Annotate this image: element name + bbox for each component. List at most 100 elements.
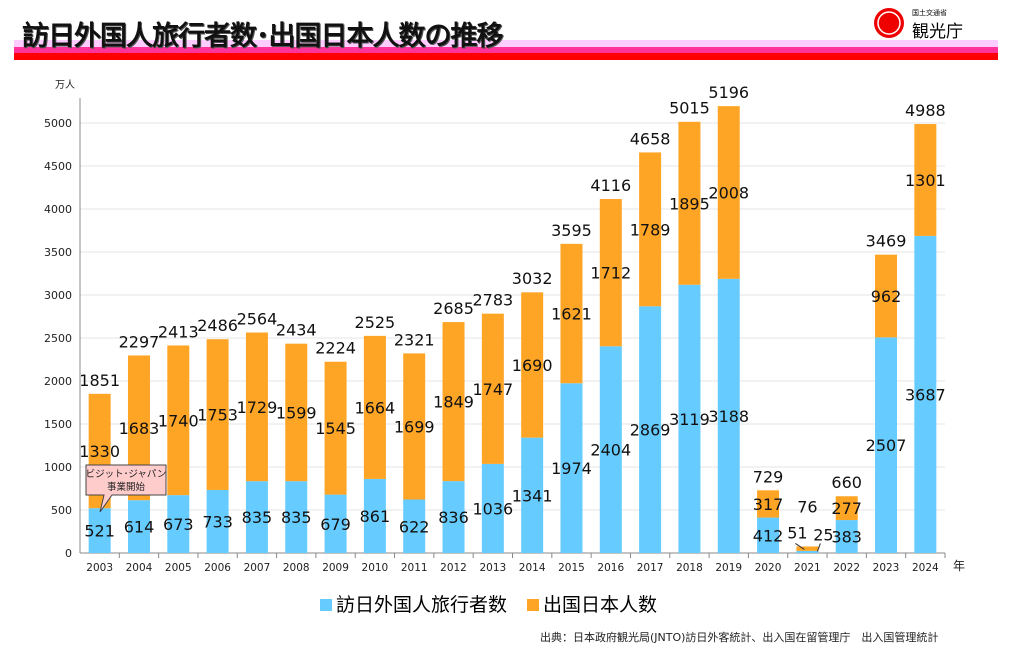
x-tick-label: 2019 <box>715 562 742 574</box>
bar-outbound <box>363 335 386 479</box>
x-tick-label: 2015 <box>558 562 585 574</box>
label-total: 4658 <box>630 129 671 148</box>
label-outbound: 2008 <box>708 183 749 202</box>
label-inbound: 673 <box>163 515 194 534</box>
bar-inbound <box>442 481 465 553</box>
label-inbound: 614 <box>124 518 155 537</box>
label-inbound: 25 <box>813 525 833 544</box>
label-outbound: 1740 <box>158 411 199 430</box>
bar-outbound <box>639 152 662 307</box>
bar-inbound <box>481 463 504 553</box>
x-tick-label: 2010 <box>362 562 389 574</box>
label-outbound: 1753 <box>197 406 238 425</box>
y-tick-label: 5000 <box>44 117 72 130</box>
label-inbound: 861 <box>360 507 391 526</box>
legend-inbound: 訪日外国人旅行者数 <box>320 590 507 617</box>
bar-inbound <box>757 517 780 553</box>
label-inbound: 836 <box>438 508 469 527</box>
label-inbound: 2404 <box>590 441 631 460</box>
title-band-red <box>14 53 998 60</box>
x-tick-label: 2005 <box>165 562 192 574</box>
y-tick-label: 4500 <box>44 160 72 173</box>
y-tick-label: 1000 <box>44 461 72 474</box>
bar-inbound <box>167 495 190 553</box>
x-tick-label: 2020 <box>755 562 782 574</box>
bar-outbound <box>442 322 465 482</box>
label-outbound: 1747 <box>472 380 513 399</box>
bar-inbound <box>914 235 937 553</box>
label-inbound: 3687 <box>905 385 946 404</box>
bar-inbound <box>88 508 111 553</box>
legend-swatch-outbound <box>527 599 540 611</box>
label-outbound: 1712 <box>590 264 631 283</box>
label-inbound: 733 <box>202 512 233 531</box>
bar-outbound <box>835 496 858 521</box>
bar-inbound <box>206 489 229 553</box>
x-tick-label: 2008 <box>283 562 310 574</box>
label-total: 3469 <box>866 232 907 251</box>
bar-inbound <box>403 499 426 553</box>
annotation-text: 事業開始 <box>107 481 146 493</box>
bar-outbound <box>757 490 780 518</box>
label-inbound: 412 <box>753 526 784 545</box>
label-total: 2413 <box>158 322 199 341</box>
page-title: 訪日外国人旅行者数･出国日本人数の推移 <box>22 21 503 52</box>
label-outbound: 1664 <box>355 398 396 417</box>
label-outbound: 1330 <box>79 442 120 461</box>
source-note: 出典：日本政府観光局(JNTO)訪日外客統計、出入国在留管理庁 出入国管理統計 <box>540 631 939 644</box>
label-total: 2224 <box>315 339 356 358</box>
label-outbound: 1683 <box>119 419 160 438</box>
label-total: 2685 <box>433 299 474 318</box>
label-outbound: 1690 <box>512 356 553 375</box>
bar-inbound <box>678 284 701 553</box>
label-inbound: 383 <box>831 528 862 547</box>
bar-inbound <box>324 494 347 553</box>
label-inbound: 1036 <box>472 499 513 518</box>
label-outbound: 1849 <box>433 393 474 412</box>
label-total: 2564 <box>237 309 278 328</box>
legend: 訪日外国人旅行者数 出国日本人数 <box>320 590 657 617</box>
bar-inbound <box>521 437 544 553</box>
x-tick-label: 2003 <box>86 562 113 574</box>
label-total: 5015 <box>669 99 710 118</box>
bar-inbound <box>285 481 308 553</box>
label-total: 2486 <box>197 316 238 335</box>
label-inbound: 1341 <box>512 486 553 505</box>
label-inbound: 835 <box>242 508 273 527</box>
label-total: 2525 <box>355 313 396 332</box>
x-tick-label: 2022 <box>833 562 860 574</box>
legend-label-outbound: 出国日本人数 <box>543 594 658 616</box>
y-tick-label: 1500 <box>44 418 72 431</box>
x-tick-label: 2016 <box>597 562 624 574</box>
label-inbound: 2869 <box>630 421 671 440</box>
x-tick-label: 2011 <box>401 562 428 574</box>
x-tick-label: 2021 <box>794 562 821 574</box>
bar-outbound <box>403 353 426 500</box>
label-outbound: 317 <box>753 495 784 514</box>
x-tick-label: 2004 <box>126 562 153 574</box>
y-tick-label: 2000 <box>44 375 72 388</box>
label-outbound: 1729 <box>237 398 278 417</box>
x-axis-unit: 年 <box>953 559 965 573</box>
label-inbound: 622 <box>399 517 430 536</box>
x-tick-label: 2006 <box>204 562 231 574</box>
label-inbound: 521 <box>84 522 115 541</box>
bar-inbound <box>796 550 819 553</box>
x-tick-label: 2023 <box>873 562 900 574</box>
bar-inbound <box>639 306 662 553</box>
x-tick-label: 2013 <box>479 562 506 574</box>
bar-outbound <box>127 355 150 501</box>
logo-agency: 観光庁 <box>912 22 963 42</box>
bar-inbound <box>717 278 740 553</box>
y-tick-label: 4000 <box>44 203 72 216</box>
label-total: 76 <box>797 497 817 516</box>
label-inbound: 3119 <box>669 410 710 429</box>
title-band-pink <box>14 47 998 53</box>
label-outbound: 1699 <box>394 417 435 436</box>
annotation-callout <box>85 464 167 513</box>
label-outbound: 277 <box>831 499 862 518</box>
bar-outbound <box>481 313 504 464</box>
label-total: 729 <box>753 467 784 486</box>
x-tick-label: 2017 <box>637 562 664 574</box>
